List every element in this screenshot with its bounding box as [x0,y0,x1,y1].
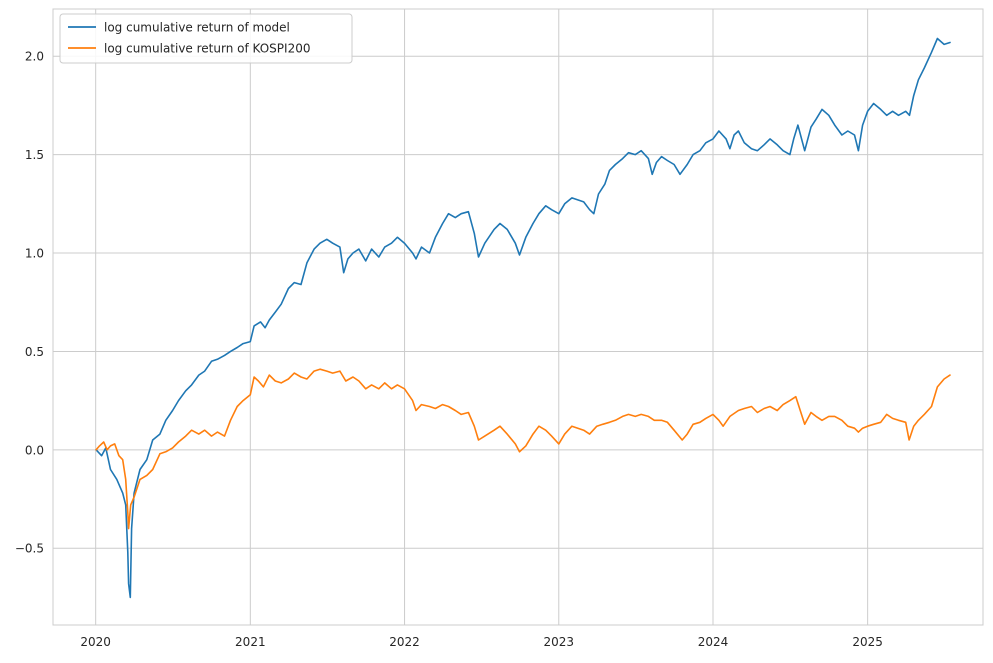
y-tick-label: 1.5 [25,148,44,162]
legend: log cumulative return of model log cumula… [59,13,353,64]
legend-label-1: log cumulative return of KOSPI200 [104,42,310,56]
plot-background [53,9,983,625]
x-tick-label: 2025 [852,635,883,649]
x-tick-label: 2021 [235,635,266,649]
y-tick-labels: −0.5 0.0 0.5 1.0 1.5 2.0 [15,50,44,556]
y-tick-label: 0.5 [25,345,44,359]
y-tick-label: −0.5 [15,542,44,556]
y-tick-label: 0.0 [25,443,44,457]
legend-box [59,13,353,64]
plot-frame [52,8,984,626]
series-layer [95,37,951,599]
x-tick-label: 2020 [80,635,111,649]
x-tick-labels: 2020 2021 2022 2023 2024 2025 [80,635,883,649]
series-line-0 [95,37,951,599]
x-tick-label: 2022 [389,635,420,649]
y-tick-label: 1.0 [25,247,44,261]
legend-label-0: log cumulative return of model [104,21,290,35]
y-tick-label: 2.0 [25,50,44,64]
series-line-1 [95,368,951,530]
x-tick-label: 2023 [544,635,575,649]
x-tick-label: 2024 [698,635,729,649]
